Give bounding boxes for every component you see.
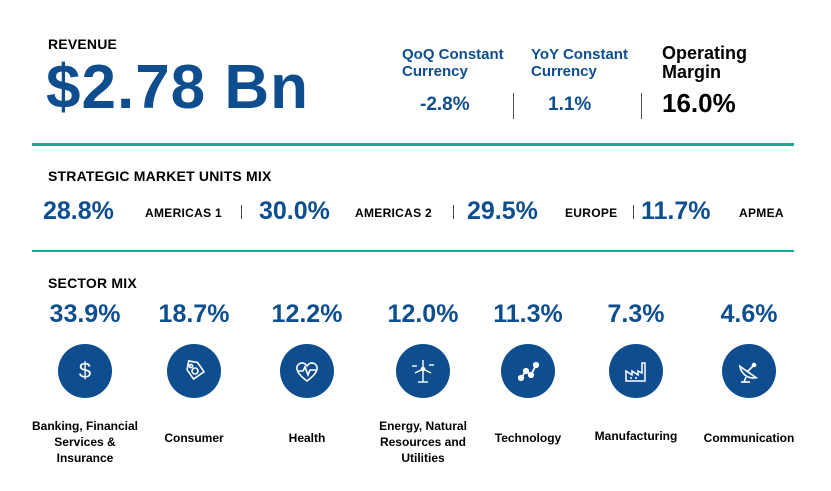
dollar-icon: $ — [58, 344, 112, 398]
sector-name: Communication — [703, 431, 795, 445]
smu-europe-pct: 29.5% — [467, 197, 538, 225]
sector-name: Energy, Natural Resources and Utilities — [379, 419, 467, 465]
sector-name: Manufacturing — [594, 429, 678, 443]
sector-technology: 11.3% Technology — [468, 300, 588, 445]
revenue-title: REVENUE — [48, 36, 118, 52]
smu-americas1-pct: 28.8% — [43, 197, 114, 225]
sector-energy: 12.0% Energy, Natural Resources and Util… — [363, 300, 483, 465]
sector-pct: 12.2% — [271, 300, 343, 328]
sector-pct: 4.6% — [720, 300, 778, 328]
smu-americas2-name: AMERICAS 2 — [355, 206, 433, 220]
sector-name: Banking, Financial Services & Insurance — [31, 419, 139, 465]
sector-name: Technology — [494, 431, 562, 445]
yoy-value: 1.1% — [548, 94, 592, 115]
smu-divider — [633, 205, 634, 219]
sector-pct: 12.0% — [387, 300, 459, 328]
smu-divider — [453, 205, 454, 219]
smu-apmea-name: APMEA — [739, 206, 784, 220]
revenue-value: $2.78 Bn — [46, 53, 310, 122]
sector-pct: 33.9% — [49, 300, 121, 328]
network-nodes-icon — [501, 344, 555, 398]
smu-americas1-name: AMERICAS 1 — [145, 206, 223, 220]
section-divider — [32, 250, 794, 252]
sector-consumer: 18.7% Consumer — [134, 300, 254, 445]
operating-margin-label: Operating Margin — [662, 43, 748, 82]
sector-title: SECTOR MIX — [48, 275, 137, 291]
wind-turbine-icon — [396, 344, 450, 398]
smu-title: STRATEGIC MARKET UNITS MIX — [48, 168, 272, 184]
kpi-divider — [641, 93, 642, 119]
smu-europe-name: EUROPE — [565, 206, 618, 220]
sector-manufacturing: 7.3% Manufacturing — [576, 300, 696, 443]
yoy-label: YoY Constant Currency — [531, 46, 628, 80]
satellite-dish-icon — [722, 344, 776, 398]
sector-name: Consumer — [164, 431, 224, 445]
sector-pct: 18.7% — [158, 300, 230, 328]
svg-text:$: $ — [79, 358, 91, 383]
sector-pct: 11.3% — [493, 300, 563, 328]
sector-communication: 4.6% Communication — [689, 300, 809, 445]
smu-divider — [241, 205, 242, 219]
sector-banking: 33.9% $ Banking, Financial Services & In… — [25, 300, 145, 465]
section-divider — [32, 143, 794, 146]
operating-margin-value: 16.0% — [662, 88, 736, 118]
factory-icon — [609, 344, 663, 398]
kpi-divider — [513, 93, 514, 119]
heart-pulse-icon — [280, 344, 334, 398]
smu-apmea-pct: 11.7% — [641, 197, 711, 225]
smu-americas2-pct: 30.0% — [259, 197, 330, 225]
price-tag-icon — [167, 344, 221, 398]
qoq-label: QoQ Constant Currency — [402, 46, 504, 80]
sector-name: Health — [288, 431, 326, 445]
sector-health: 12.2% Health — [247, 300, 367, 445]
sector-pct: 7.3% — [607, 300, 665, 328]
qoq-value: -2.8% — [420, 94, 470, 115]
